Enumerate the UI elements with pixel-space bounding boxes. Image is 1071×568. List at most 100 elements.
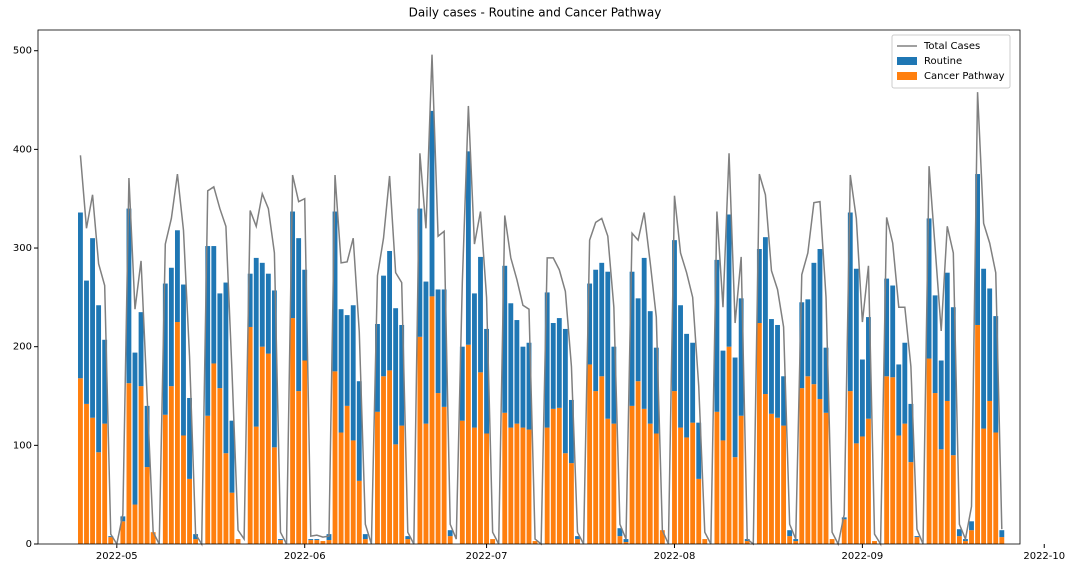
bar — [902, 342, 908, 424]
bar — [229, 492, 235, 544]
bar — [799, 302, 805, 389]
bar — [672, 391, 677, 544]
bar — [544, 427, 550, 544]
bar — [271, 290, 277, 448]
bar — [162, 414, 168, 544]
bar — [775, 417, 780, 544]
bar — [490, 539, 496, 544]
bar — [465, 151, 471, 345]
bar — [144, 405, 150, 468]
bar — [544, 292, 550, 428]
bar — [120, 516, 126, 522]
bar — [393, 308, 399, 445]
bar — [841, 519, 847, 544]
bar — [187, 478, 192, 544]
bar — [181, 435, 186, 544]
bar — [381, 275, 386, 377]
bar — [769, 413, 774, 544]
bar — [926, 218, 932, 359]
bar — [738, 298, 744, 416]
bar — [290, 211, 296, 319]
bar — [417, 336, 423, 544]
bar — [308, 540, 314, 544]
x-tick-label: 2022-10 — [1023, 551, 1065, 562]
bar — [387, 250, 393, 371]
bar — [866, 418, 871, 544]
bar — [629, 271, 635, 406]
bar — [265, 273, 271, 354]
bar — [726, 346, 732, 544]
bar — [593, 391, 599, 544]
bar — [259, 346, 265, 544]
bar — [938, 360, 944, 450]
bar — [90, 238, 95, 418]
bar — [108, 537, 114, 544]
bar — [944, 400, 950, 544]
bar — [641, 408, 647, 544]
bar — [647, 423, 653, 544]
bar — [562, 453, 568, 544]
bar — [932, 393, 938, 544]
bar — [332, 371, 338, 544]
bar — [502, 412, 508, 544]
bar — [138, 312, 144, 387]
bar — [823, 412, 829, 544]
bar — [484, 328, 489, 434]
bar — [593, 269, 599, 392]
bar — [423, 281, 429, 424]
bar — [387, 370, 393, 544]
bar — [247, 273, 253, 327]
bar — [720, 350, 726, 441]
y-tick-label: 0 — [26, 539, 32, 550]
bar — [223, 453, 229, 544]
bar — [762, 394, 768, 544]
bar — [302, 269, 308, 361]
bar — [908, 462, 914, 544]
bar — [696, 478, 702, 544]
bar — [508, 303, 514, 428]
bar — [520, 427, 526, 544]
bar — [338, 432, 344, 544]
bar — [956, 529, 962, 537]
bar — [617, 528, 623, 537]
bar — [611, 423, 617, 544]
bar — [817, 249, 823, 399]
bar — [447, 530, 453, 537]
legend-label: Total Cases — [923, 41, 980, 52]
bar — [502, 265, 508, 413]
bar — [611, 346, 617, 424]
bar — [847, 212, 853, 392]
bar — [653, 347, 659, 434]
bar — [587, 283, 593, 365]
bar — [853, 268, 859, 444]
bar — [514, 423, 520, 544]
bar — [829, 539, 835, 544]
bar — [787, 530, 793, 537]
bar — [684, 333, 690, 438]
bar — [78, 212, 83, 379]
bar — [859, 359, 865, 437]
bar — [296, 238, 302, 392]
bar — [84, 280, 89, 404]
bar — [556, 318, 562, 408]
bar — [678, 305, 683, 428]
bar — [690, 342, 696, 423]
y-tick-label: 300 — [13, 243, 32, 254]
bar — [441, 289, 447, 407]
bar — [253, 257, 259, 427]
bar — [684, 437, 690, 544]
bar — [332, 211, 338, 372]
bar — [678, 427, 683, 544]
bar — [896, 435, 902, 544]
bar — [866, 317, 871, 419]
plot-frame — [37, 29, 1021, 545]
bar — [793, 541, 799, 544]
bar — [211, 363, 217, 544]
bar — [526, 342, 532, 430]
bar — [926, 358, 932, 544]
bar — [823, 347, 829, 413]
bar — [362, 534, 368, 540]
bar — [963, 541, 968, 544]
x-tick-label: 2022-06 — [284, 551, 326, 562]
